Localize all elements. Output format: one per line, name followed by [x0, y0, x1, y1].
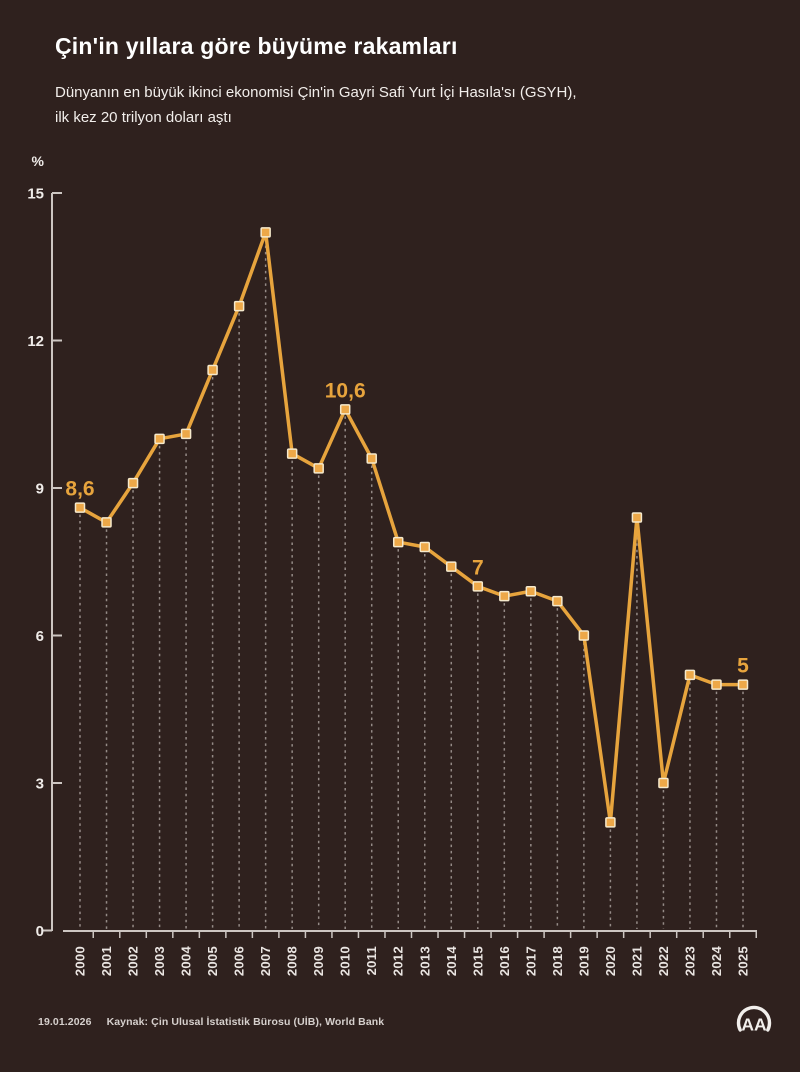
x-label-2003: 2003	[152, 946, 167, 976]
x-label-2021: 2021	[629, 946, 644, 976]
subtitle-line-2: ilk kez 20 trilyon doları aştı	[55, 109, 232, 126]
x-label-2015: 2015	[470, 946, 485, 976]
data-point-2013	[419, 541, 431, 553]
data-point-2006	[233, 300, 245, 312]
value-label-2025: 5	[737, 655, 749, 678]
y-tick-label-9: 9	[36, 480, 44, 497]
chart-subtitle: Dünyanın en büyük ikinci ekonomisi Çin'i…	[55, 80, 577, 130]
x-label-2024: 2024	[709, 946, 724, 977]
aa-logo-graphic: AA	[736, 1005, 772, 1035]
data-point-2012	[392, 536, 404, 548]
x-label-2008: 2008	[285, 946, 300, 976]
x-label-2014: 2014	[444, 946, 459, 977]
data-point-2015	[472, 581, 484, 592]
x-label-2016: 2016	[497, 946, 512, 976]
value-label-2000: 8,6	[65, 478, 94, 501]
x-label-2023: 2023	[682, 946, 697, 976]
aa-logo-arc	[736, 1005, 772, 1032]
x-label-2019: 2019	[576, 946, 591, 976]
x-label-2004: 2004	[179, 946, 194, 977]
x-label-2007: 2007	[258, 946, 273, 976]
data-point-2021	[631, 512, 643, 523]
y-tick-label-0: 0	[36, 923, 44, 940]
data-point-2014	[446, 561, 457, 572]
x-label-2020: 2020	[603, 946, 618, 976]
y-tick-label-6: 6	[36, 628, 44, 645]
page-title: Çin'in yıllara göre büyüme rakamları	[55, 33, 458, 59]
x-label-2002: 2002	[126, 946, 141, 976]
data-point-2008	[286, 448, 298, 459]
x-label-2006: 2006	[232, 946, 247, 976]
x-label-2012: 2012	[391, 946, 406, 976]
data-point-2004	[180, 428, 192, 440]
x-label-2022: 2022	[656, 946, 671, 976]
data-point-2018	[552, 595, 563, 607]
footer-source: Kaynak: Çin Ulusal İstatistik Bürosu (Uİ…	[106, 1016, 385, 1028]
data-point-2024	[711, 679, 722, 690]
data-point-2010	[339, 404, 351, 415]
aa-agency-logo: AA	[731, 997, 777, 1043]
data-point-2016	[499, 590, 510, 602]
data-point-2005	[207, 364, 218, 376]
growth-line	[78, 230, 745, 825]
x-label-2005: 2005	[205, 946, 220, 976]
data-point-2009	[313, 463, 324, 474]
data-point-2022	[658, 777, 669, 789]
x-label-2011: 2011	[364, 946, 379, 975]
data-point-2003	[154, 433, 165, 445]
data-point-2007	[260, 227, 271, 238]
data-point-2023	[684, 669, 696, 681]
x-label-2010: 2010	[338, 946, 353, 976]
data-point-2002	[127, 477, 139, 489]
subtitle-line-1: Dünyanın en büyük ikinci ekonomisi Çin'i…	[55, 84, 577, 101]
data-point-2011	[366, 453, 377, 464]
x-label-2025: 2025	[736, 946, 751, 976]
data-point-2025	[737, 679, 749, 690]
y-tick-label-15: 15	[27, 185, 44, 202]
data-point-2017	[525, 585, 537, 597]
y-tick-label-12: 12	[27, 333, 44, 350]
footer-date: 19.01.2026	[38, 1016, 92, 1028]
y-axis-unit-label: %	[31, 153, 44, 169]
x-label-2009: 2009	[311, 946, 326, 976]
data-point-2020	[605, 817, 616, 828]
value-label-2010: 10,6	[325, 379, 366, 402]
x-label-2000: 2000	[73, 946, 88, 976]
x-label-2001: 2001	[99, 946, 114, 976]
data-point-2000	[74, 502, 86, 513]
y-tick-label-3: 3	[36, 775, 44, 792]
aa-logo-text: AA	[741, 1015, 767, 1035]
footer: 19.01.2026 Kaynak: Çin Ulusal İstatistik…	[38, 1016, 384, 1028]
value-label-2015: 7	[472, 556, 484, 579]
data-point-2001	[101, 517, 112, 528]
x-label-2017: 2017	[523, 946, 538, 976]
data-point-2019	[578, 630, 590, 641]
x-label-2013: 2013	[417, 946, 432, 976]
x-label-2018: 2018	[550, 946, 565, 976]
